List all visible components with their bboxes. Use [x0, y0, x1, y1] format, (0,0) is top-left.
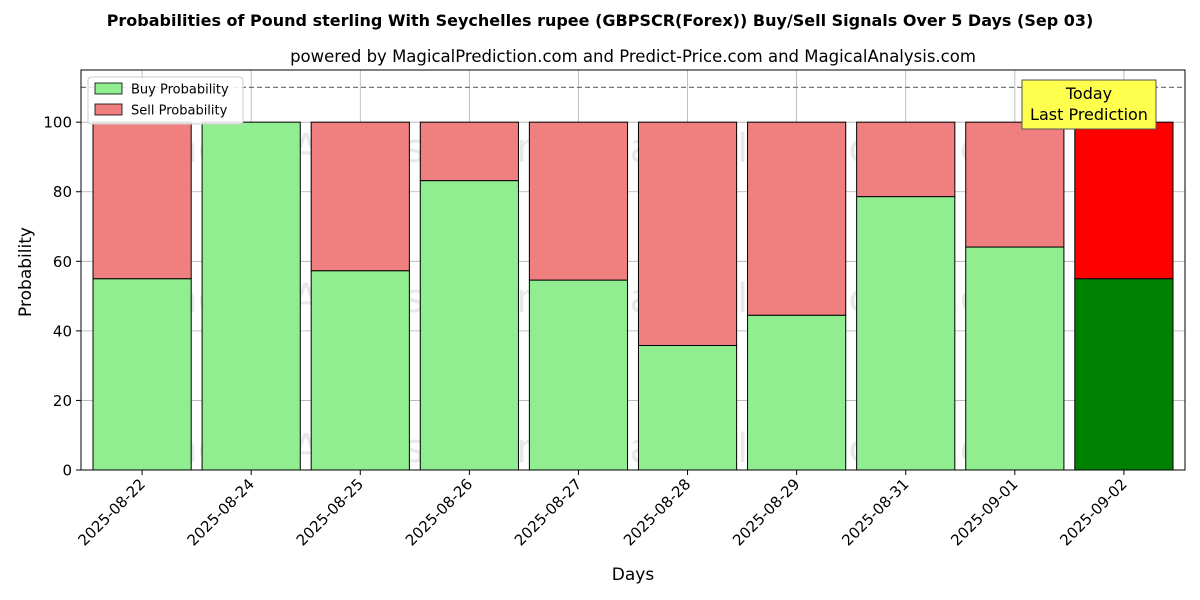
legend-label-sell: Sell Probability: [131, 104, 228, 119]
x-tick-label-3: 2025-08-26: [402, 475, 476, 549]
x-tick-label-0: 2025-08-22: [75, 475, 149, 549]
x-tick-label-4: 2025-08-27: [511, 475, 585, 549]
y-axis: 0 20 40 60 80 100: [43, 114, 81, 480]
x-tick-label-6: 2025-08-29: [729, 475, 803, 549]
buy-bar-2025-09-01: [965, 246, 1065, 471]
sell-bar-2025-09-01: [965, 121, 1065, 248]
y-tick-label-5: 100: [43, 114, 72, 132]
sell-bar-2025-08-25: [310, 121, 410, 272]
plot-frame: [80, 69, 1186, 471]
sell-bar-2025-09-02: [1074, 121, 1174, 280]
y-tick-label-0: 0: [62, 462, 72, 480]
x-axis: 2025-08-22 2025-08-24 2025-08-25 2025-08-26…: [75, 470, 1131, 549]
buy-bar-2025-08-28: [637, 344, 738, 471]
x-tick-label-7: 2025-08-31: [838, 475, 912, 549]
x-tick-label-1: 2025-08-24: [184, 475, 258, 549]
legend-swatch-sell: [94, 103, 123, 116]
x-tick-label-2: 2025-08-25: [293, 475, 367, 549]
buy-bar-2025-08-24: [201, 121, 301, 471]
y-axis-title: Probability: [16, 227, 36, 317]
buy-bar-2025-08-26: [419, 180, 519, 471]
x-tick-label-8: 2025-09-01: [947, 475, 1021, 549]
buy-bar-2025-08-25: [310, 270, 410, 471]
sell-bar-2025-08-26: [419, 121, 519, 182]
legend-label-buy: Buy Probability: [131, 83, 229, 98]
sell-bar-2025-08-22: [92, 121, 192, 280]
legend-swatch-buy: [94, 82, 123, 95]
buy-bar-2025-08-31: [856, 196, 956, 471]
buy-bar-2025-08-27: [528, 279, 629, 471]
sell-bar-2025-08-28: [637, 121, 738, 346]
chart-title: Probabilities of Pound sterling With Sey…: [107, 11, 1094, 30]
buy-bar-2025-09-02: [1074, 278, 1174, 471]
bars: [92, 121, 1174, 471]
legend: Buy Probability Sell Probability: [87, 76, 244, 125]
buy-bar-2025-08-29: [747, 314, 847, 471]
x-tick-label-9: 2025-09-02: [1056, 475, 1130, 549]
annotation-box: [1021, 79, 1157, 130]
sell-bar-2025-08-31: [856, 121, 956, 198]
y-tick-label-1: 20: [53, 392, 72, 410]
annotation-line-2: Last Prediction: [1030, 105, 1148, 124]
y-tick-label-2: 40: [53, 322, 72, 340]
sell-bar-2025-08-27: [528, 121, 629, 281]
chart-subtitle: powered by MagicalPrediction.com and Pre…: [290, 47, 976, 66]
annotation-line-1: Today: [1065, 84, 1112, 103]
y-tick-label-3: 60: [53, 253, 72, 271]
x-tick-label-5: 2025-08-28: [620, 475, 694, 549]
today-annotation: Today Last Prediction: [1021, 79, 1157, 130]
sell-bar-2025-08-29: [747, 121, 847, 316]
y-tick-label-4: 80: [53, 183, 72, 201]
legend-box: [87, 76, 244, 125]
x-axis-title: Days: [612, 565, 655, 585]
buy-bar-2025-08-22: [92, 278, 192, 471]
